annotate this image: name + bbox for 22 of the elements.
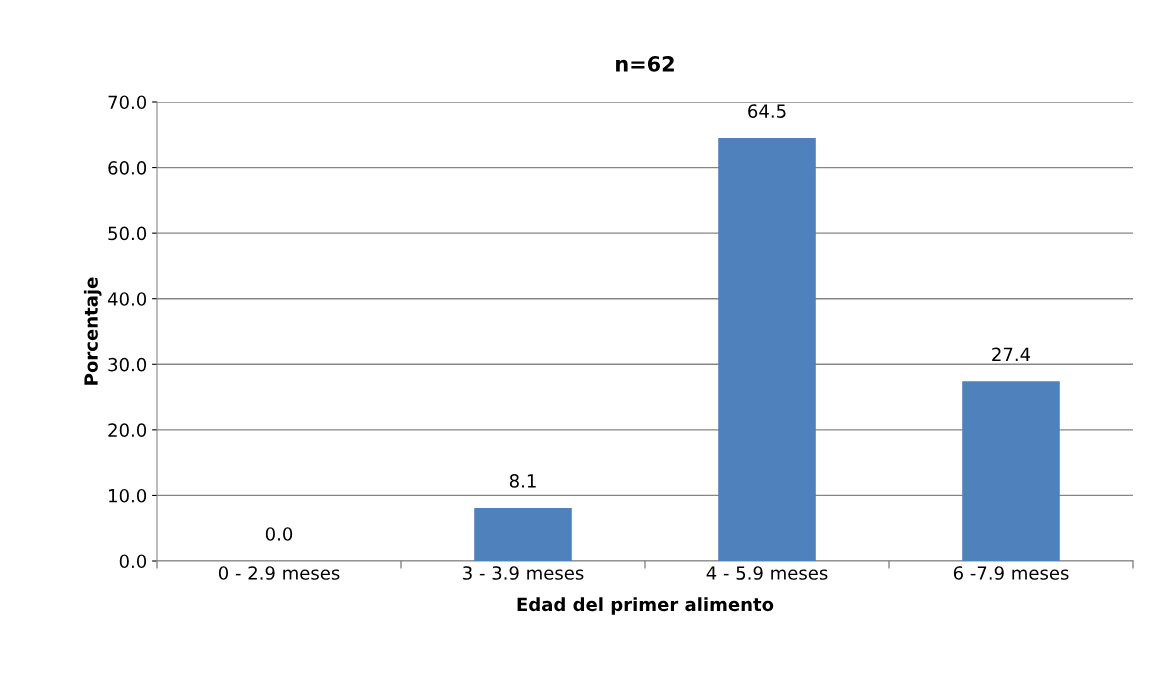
y-tick-label: 70.0 [108,95,147,110]
y-tick-label: 0.0 [119,554,147,569]
data-label: 8.1 [509,474,536,488]
y-tick-label: 20.0 [108,423,147,437]
x-tick-label: 0 - 2.9 meses [218,566,340,580]
bar [718,138,816,561]
y-tick-label: 40.0 [107,292,147,306]
data-label: 64.5 [748,104,786,118]
y-axis-title: Porcentaje [83,277,102,385]
bar [474,507,572,561]
x-tick-label: 3 - 3.9 meses [463,566,584,580]
bar [962,381,1060,561]
y-tick-label: 30.0 [108,357,147,372]
y-tick-label: 10.0 [109,488,147,503]
x-axis-title: Edad del primer alimento [517,597,774,615]
y-tick-label: 60.0 [108,161,147,175]
data-label: 0.0 [265,527,293,541]
data-label: 27.4 [992,347,1031,361]
y-tick-label: 50.0 [108,226,147,241]
x-tick-label: 4 - 5.9 meses [706,566,828,580]
chart-title: n=62 [616,55,674,72]
x-tick-label: 6 -7.9 meses [953,566,1069,580]
